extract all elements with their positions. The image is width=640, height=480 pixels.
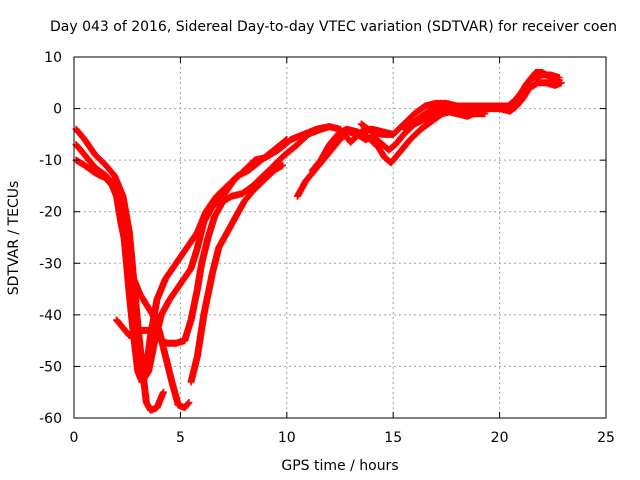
series-track-j bbox=[400, 79, 565, 133]
x-tick-label: 20 bbox=[491, 430, 509, 446]
y-tick-label: -30 bbox=[39, 256, 62, 272]
series-track-c bbox=[72, 156, 193, 412]
data-point bbox=[159, 388, 167, 396]
plot-frame bbox=[73, 56, 607, 419]
x-axis-ticks: 0 5 10 15 20 25 bbox=[70, 57, 615, 446]
y-tick-label: -10 bbox=[39, 153, 62, 169]
y-axis-label: SDTVAR / TECUs bbox=[6, 181, 22, 296]
x-tick-label: 10 bbox=[278, 430, 296, 446]
y-axis-ticks: -60 -50 -40 -30 -20 -10 0 10 bbox=[39, 50, 606, 427]
x-tick-label: 25 bbox=[597, 430, 615, 446]
series-track-e bbox=[138, 123, 397, 386]
y-tick-label: -20 bbox=[39, 205, 62, 221]
x-tick-label: 0 bbox=[70, 430, 79, 446]
data-point bbox=[557, 79, 565, 87]
chart-title: Day 043 of 2016, Sidereal Day-to-day VTE… bbox=[50, 19, 617, 35]
x-axis-label: GPS time / hours bbox=[281, 458, 398, 474]
data-point bbox=[185, 399, 193, 407]
data-points bbox=[72, 68, 565, 414]
y-tick-label: -40 bbox=[39, 308, 62, 324]
data-point bbox=[279, 161, 287, 169]
y-tick-label: -60 bbox=[39, 411, 62, 427]
x-tick-label: 5 bbox=[176, 430, 185, 446]
y-tick-label: -50 bbox=[39, 359, 62, 375]
y-tick-label: 0 bbox=[53, 102, 62, 118]
series-track-i bbox=[357, 71, 563, 138]
data-point bbox=[184, 400, 192, 408]
series-track-d bbox=[113, 123, 333, 347]
series-track-b bbox=[72, 136, 291, 386]
series-track-f bbox=[187, 161, 287, 386]
x-tick-label: 15 bbox=[384, 430, 402, 446]
data-point bbox=[555, 74, 563, 82]
grid-lines bbox=[74, 57, 606, 418]
y-tick-label: 10 bbox=[44, 50, 62, 66]
